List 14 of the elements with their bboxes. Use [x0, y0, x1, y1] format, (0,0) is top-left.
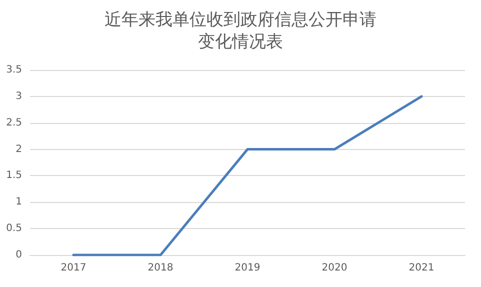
y-tick-label: 2.5: [6, 117, 22, 128]
y-tick-label: 2: [16, 144, 22, 155]
y-tick-label: 1.5: [6, 170, 22, 182]
y-tick-label: 0: [16, 250, 22, 260]
y-tick-label: 0.5: [6, 223, 22, 234]
x-tick-label: 2019: [234, 262, 260, 274]
x-tick-label: 2021: [408, 262, 434, 274]
y-tick-label: 1: [16, 196, 22, 208]
chart-title: 近年来我单位收到政府信息公开申请变化情况表: [104, 10, 376, 52]
y-tick-label: 3: [16, 90, 22, 102]
x-tick-label: 2020: [322, 262, 348, 274]
x-tick-label: 2018: [148, 262, 174, 274]
y-tick-label: 3.5: [6, 64, 22, 76]
x-tick-label: 2017: [60, 262, 86, 274]
